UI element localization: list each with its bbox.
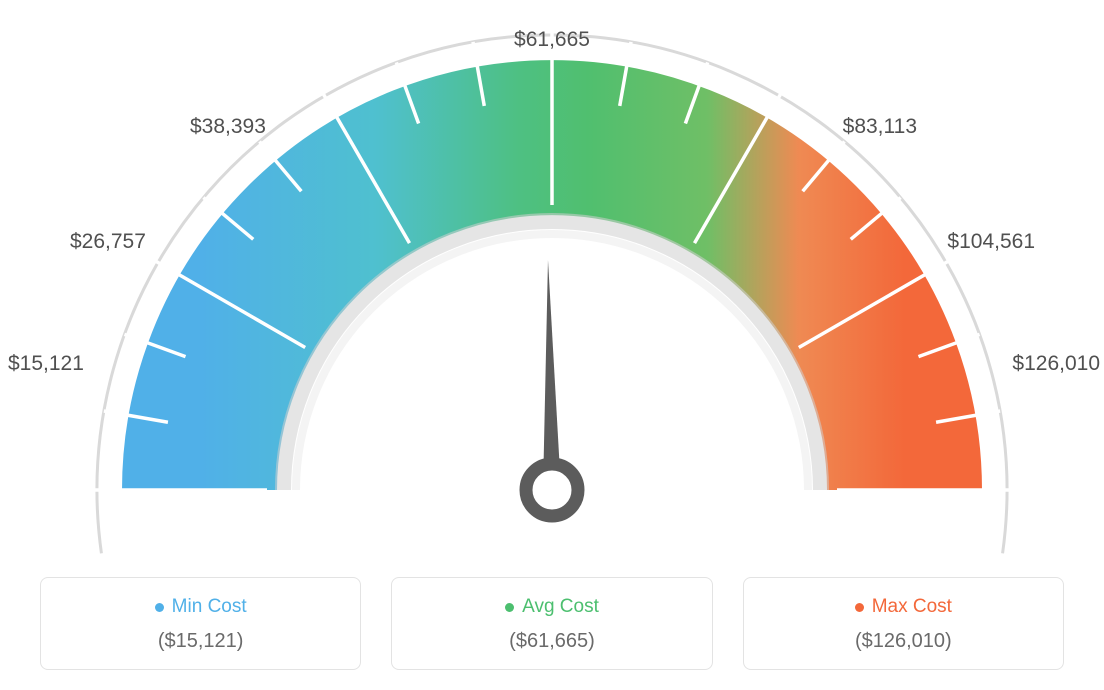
legend-value-max: ($126,010) <box>754 630 1053 653</box>
gauge-tick-label: $104,561 <box>947 230 1035 254</box>
legend-label-min: Min Cost <box>172 596 247 618</box>
cost-gauge: $15,121 $26,757 $38,393 $61,665 $83,113 $104,… <box>0 0 1104 555</box>
dot-icon <box>855 603 864 612</box>
dot-icon <box>505 603 514 612</box>
legend-value-min: ($15,121) <box>51 630 350 653</box>
legend-title-max: Max Cost <box>855 596 952 618</box>
gauge-tick-label: $26,757 <box>70 230 146 254</box>
gauge-tick-label: $126,010 <box>1012 352 1100 376</box>
gauge-tick-label: $61,665 <box>514 28 590 52</box>
gauge-tick-label: $83,113 <box>843 115 917 139</box>
gauge-needle <box>543 260 561 490</box>
legend-card-avg: Avg Cost ($61,665) <box>391 577 712 670</box>
legend-value-avg: ($61,665) <box>402 630 701 653</box>
gauge-needle-hub <box>526 464 578 516</box>
legend-card-max: Max Cost ($126,010) <box>743 577 1064 670</box>
gauge-tick-label: $15,121 <box>8 352 84 376</box>
legend-label-avg: Avg Cost <box>522 596 599 618</box>
legend-label-max: Max Cost <box>872 596 952 618</box>
dot-icon <box>155 603 164 612</box>
legend-card-min: Min Cost ($15,121) <box>40 577 361 670</box>
gauge-tick-label: $38,393 <box>190 115 266 139</box>
legend-title-avg: Avg Cost <box>505 596 599 618</box>
gauge-svg <box>0 0 1104 560</box>
legend-row: Min Cost ($15,121) Avg Cost ($61,665) Ma… <box>0 577 1104 670</box>
legend-title-min: Min Cost <box>155 596 247 618</box>
